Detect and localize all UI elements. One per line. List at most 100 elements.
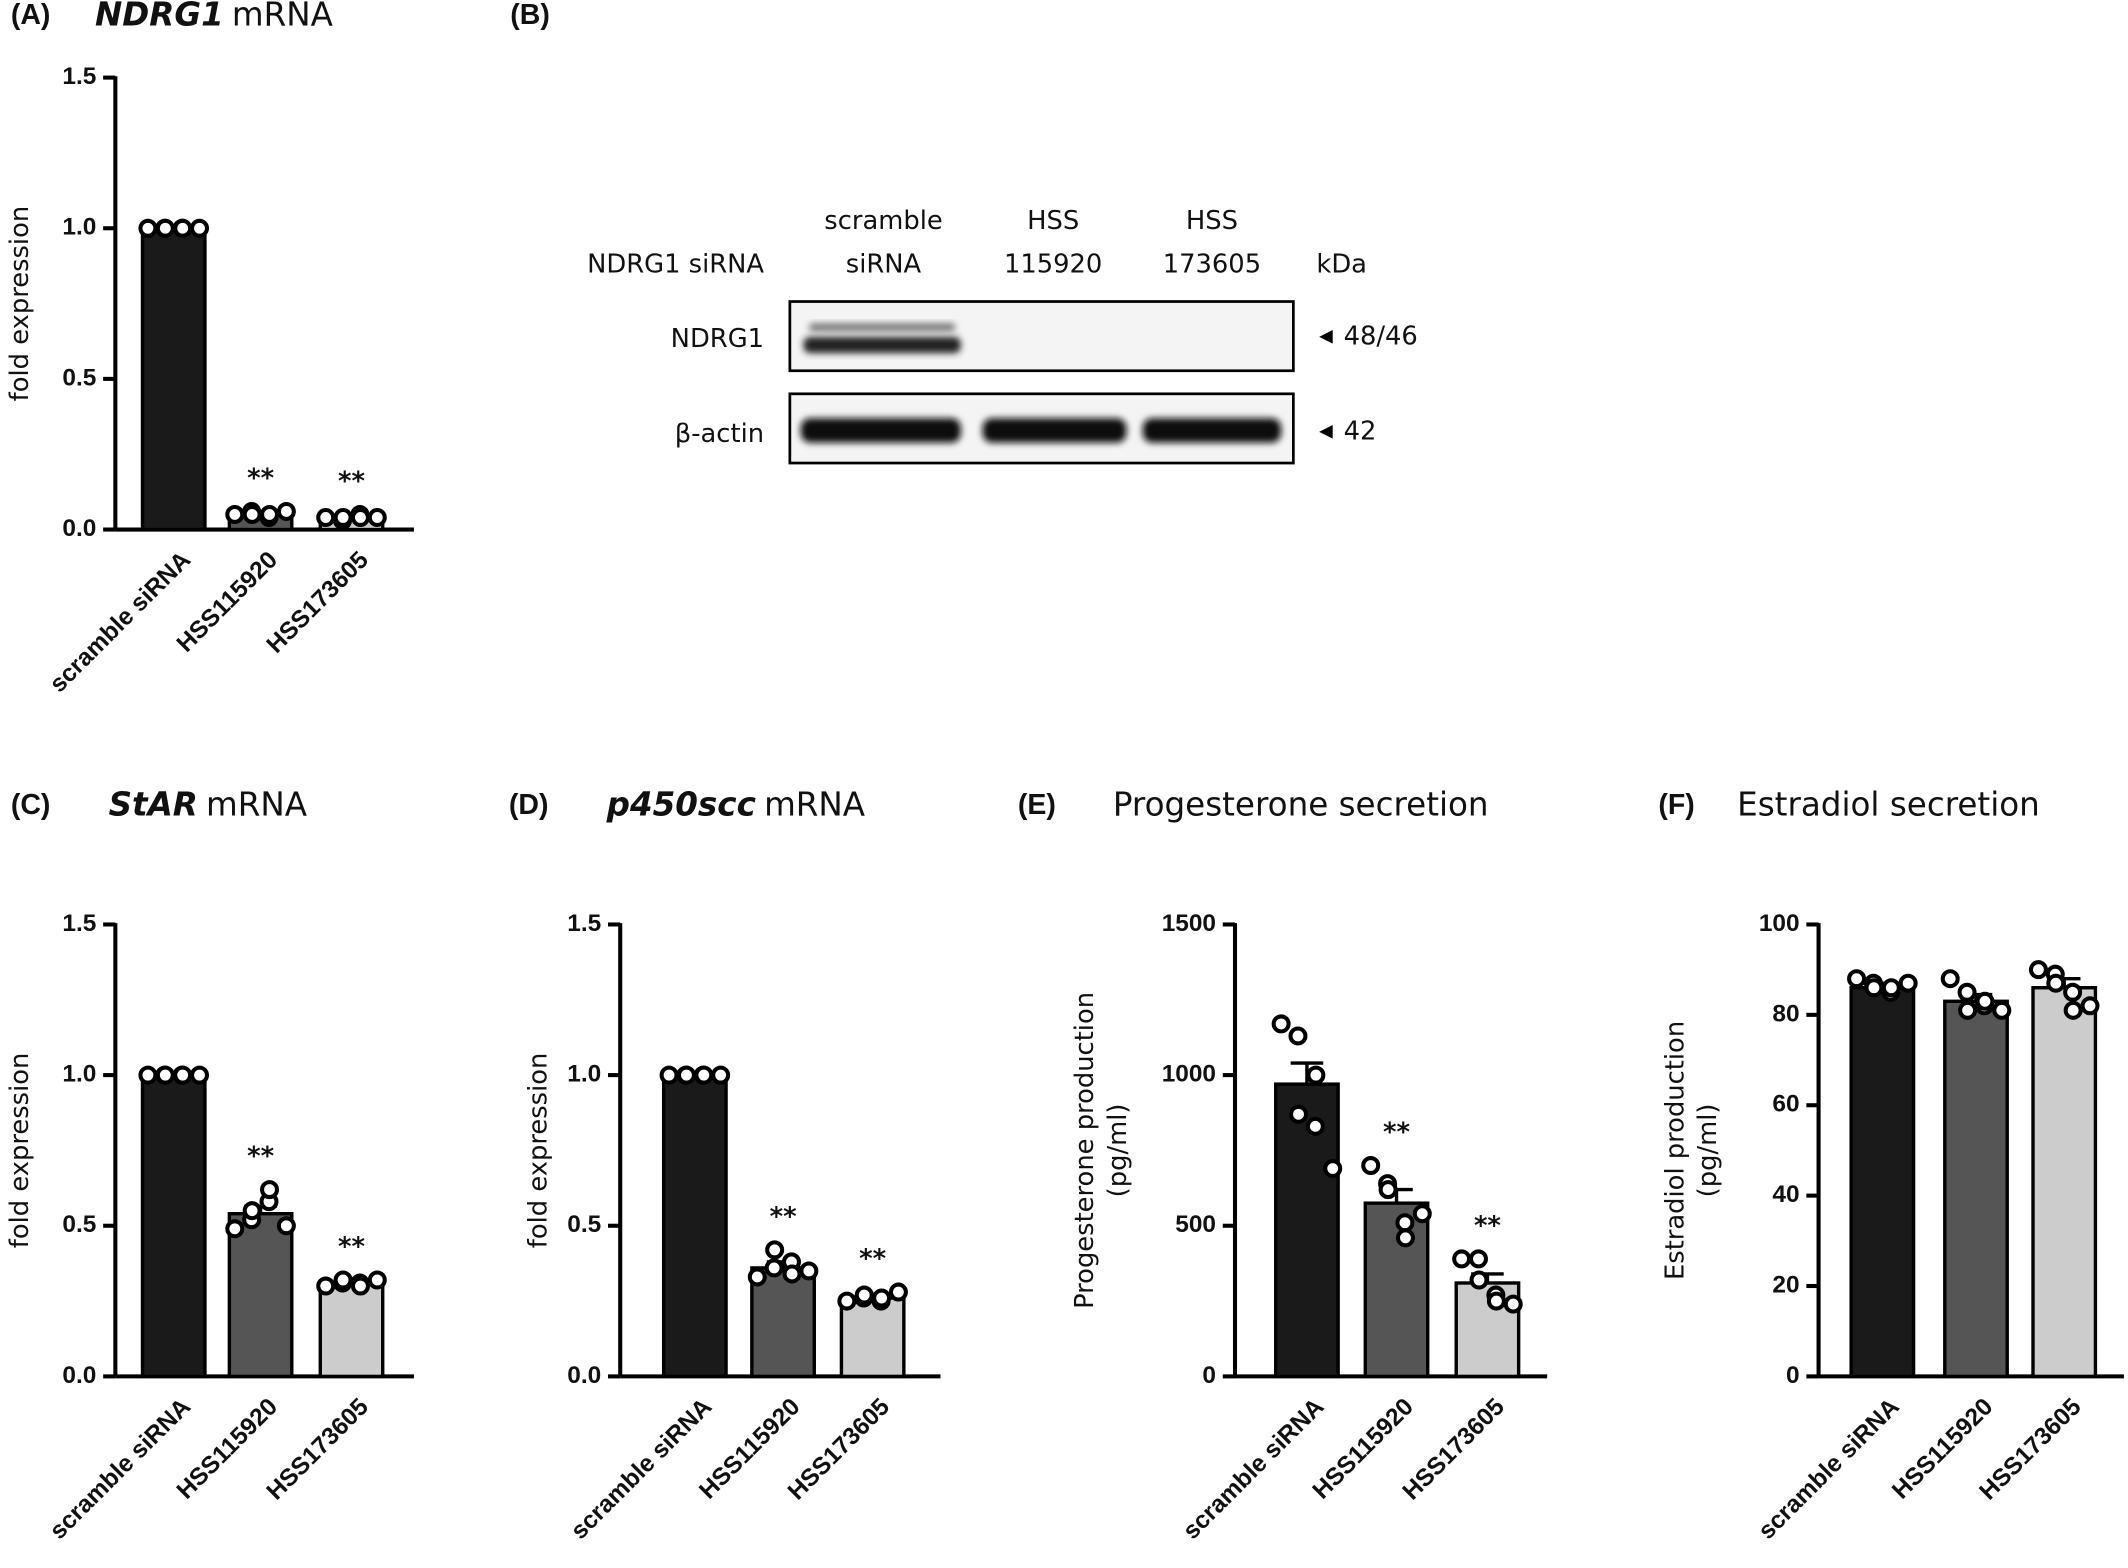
data-point: [676, 1065, 696, 1085]
panel-label: (A): [11, 0, 51, 31]
column-label: 115920: [1004, 249, 1102, 279]
significance: **: [338, 1232, 365, 1262]
y-tick-label: 0: [1202, 1362, 1216, 1389]
y-tick-label: 1000: [1162, 1061, 1216, 1088]
unit: kDa: [1316, 249, 1367, 279]
data-point: [765, 1240, 785, 1260]
chart: (F) Estradiol secretion Estradiol producti…: [1658, 785, 2124, 1545]
data-point: [1898, 973, 1918, 993]
y-tick-label: 1.5: [62, 910, 96, 937]
data-point: [225, 504, 245, 524]
y-tick-label: 0.0: [62, 1362, 96, 1389]
bar: [2031, 986, 2098, 1379]
data-point: [2028, 960, 2048, 980]
title-text: Estradiol secretion: [1737, 785, 2040, 823]
title-text: mRNA: [206, 785, 307, 823]
gene-name: p450scc: [606, 785, 756, 823]
title-text: mRNA: [764, 785, 865, 823]
data-point: [316, 1276, 336, 1296]
data-point: [225, 1219, 245, 1239]
band: [800, 418, 961, 443]
data-point: [350, 507, 370, 527]
row-label: β-actin: [675, 419, 764, 449]
blot-box: [788, 300, 1295, 373]
chart: (D) p450scc mRNA fold expression 0.0 0.5 1.0 1.…: [509, 785, 941, 1545]
data-point: [155, 218, 175, 238]
y-tick-label: 1.5: [567, 910, 601, 937]
y-tick-label: 1.0: [567, 1061, 601, 1088]
data-point: [242, 1201, 262, 1221]
x-tick-label: scramble siRNA: [1178, 1393, 1329, 1544]
y-tick-label: 60: [1772, 1091, 1799, 1118]
data-point: [1958, 1000, 1978, 1020]
data-point: [1847, 969, 1867, 989]
data-point: [350, 1276, 370, 1296]
chart-title: NDRG1 mRNA: [95, 0, 333, 34]
data-point: [1992, 1000, 2012, 1020]
data-point: [1957, 982, 1977, 1002]
arrowhead: [1319, 330, 1333, 344]
data-point: [2046, 973, 2066, 993]
title-text: mRNA: [232, 0, 333, 34]
bar: [1849, 986, 1916, 1379]
y-tick-label: 80: [1772, 1000, 1799, 1027]
data-point: [260, 1180, 280, 1200]
data-point: [1288, 1026, 1308, 1046]
data-point: [367, 1270, 387, 1290]
column-label: siRNA: [846, 249, 922, 279]
data-point: [138, 218, 158, 238]
data-point: [260, 504, 280, 524]
significance: **: [770, 1202, 797, 1232]
x-tick-label: scramble siRNA: [45, 546, 196, 697]
row-header: NDRG1 siRNA: [587, 249, 764, 279]
size-label: 48/46: [1344, 321, 1418, 351]
y-tick-label: 0.5: [62, 364, 96, 391]
y-tick-label: 1.0: [62, 214, 96, 241]
data-point: [190, 1065, 209, 1085]
data-point: [333, 507, 353, 527]
gene-name: NDRG1: [95, 0, 224, 34]
bar: [140, 226, 207, 532]
data-point: [155, 1065, 175, 1085]
x-tick-label: scramble siRNA: [1753, 1393, 1904, 1544]
chart: (C) StAR mRNA fold expression 0.0 0.5 1.0 1.5 sc…: [5, 785, 414, 1545]
y-axis-label: (pg/ml): [1693, 1104, 1723, 1198]
chart: (E) Progesterone secretion Progesterone pr…: [1018, 785, 1548, 1545]
data-point: [747, 1267, 767, 1287]
bar: [839, 1296, 906, 1379]
column-label: 173605: [1163, 249, 1261, 279]
data-point: [782, 1264, 802, 1284]
panel-label: (F): [1658, 789, 1694, 821]
significance: **: [338, 466, 365, 496]
data-point: [1881, 978, 1901, 998]
chart-title: p450scc mRNA: [606, 785, 865, 823]
data-point: [799, 1261, 819, 1281]
chart: (A) NDRG1 mRNA fold expression 0.0 0.5 1.0 1.5 s…: [5, 0, 414, 698]
y-tick-label: 0.0: [62, 515, 96, 542]
data-point: [2063, 1000, 2083, 1020]
size-label: 42: [1344, 416, 1377, 446]
y-tick-label: 1500: [1162, 910, 1216, 937]
significance: **: [1383, 1117, 1410, 1147]
data-point: [333, 1270, 353, 1290]
panel-label: (C): [11, 789, 51, 821]
band: [1142, 418, 1282, 443]
bar: [227, 1212, 294, 1379]
y-axis-label: (pg/ml): [1103, 1104, 1133, 1198]
column-label: scramble: [824, 206, 942, 236]
y-tick-label: 0: [1786, 1362, 1800, 1389]
data-point: [872, 1288, 892, 1308]
chart-title: StAR mRNA: [109, 785, 307, 823]
data-point: [1864, 978, 1884, 998]
data-point: [1452, 1249, 1472, 1269]
data-point: [1395, 1228, 1415, 1248]
band: [982, 418, 1127, 443]
data-point: [1469, 1270, 1489, 1290]
data-point: [694, 1065, 714, 1085]
data-point: [1975, 991, 1995, 1011]
data-point: [276, 1216, 296, 1236]
column-label: HSS: [1186, 206, 1238, 236]
x-tick-label: scramble siRNA: [566, 1393, 717, 1544]
data-point: [1378, 1180, 1398, 1200]
